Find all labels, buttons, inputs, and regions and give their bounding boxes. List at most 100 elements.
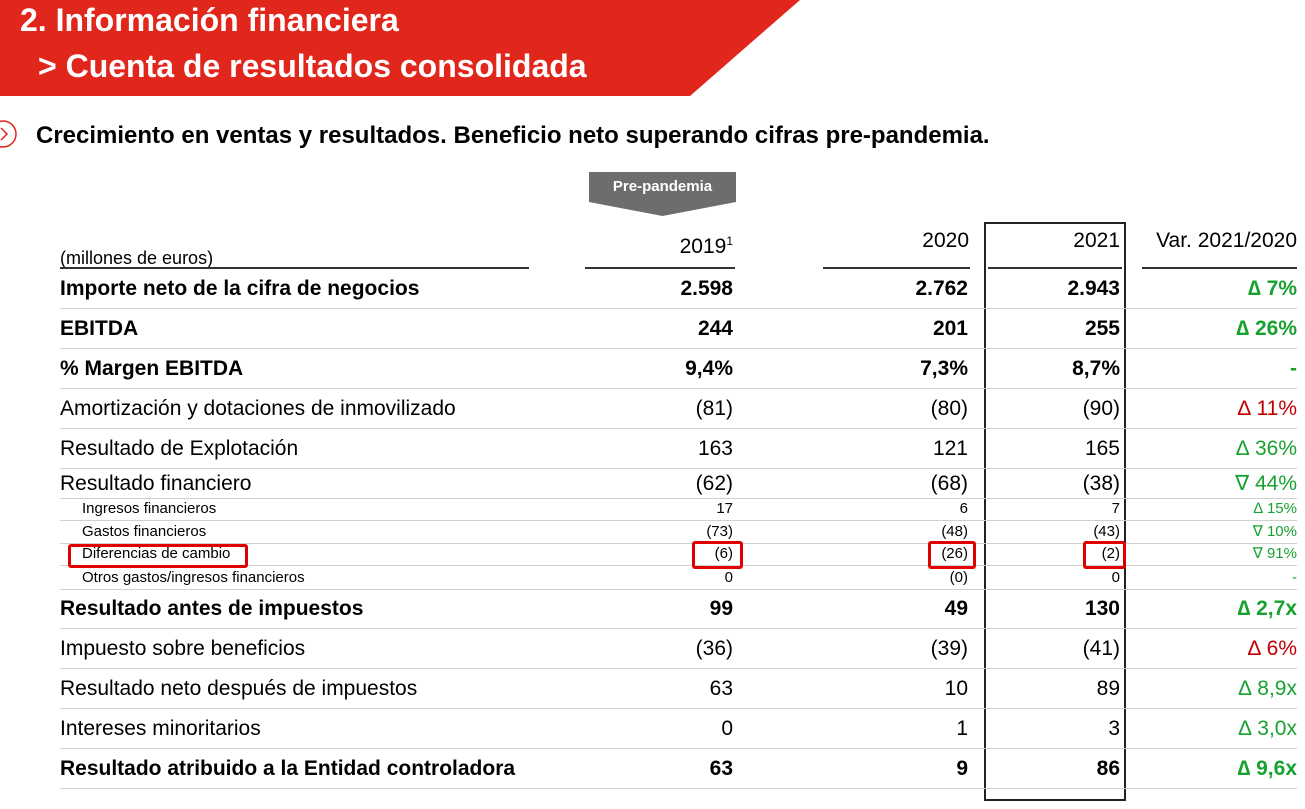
variation-cell: ∆ 7%	[1247, 277, 1297, 300]
row-separator	[60, 498, 1297, 499]
value-cell-2020: 121	[932, 437, 968, 460]
value-cell-2021: 3	[1108, 717, 1120, 740]
value-cell-2019: (6)	[714, 545, 733, 562]
value-cell-2021: (90)	[1082, 397, 1120, 420]
variation-cell: ∆ 8,9x	[1238, 677, 1297, 700]
header-rule	[60, 267, 529, 269]
row-label: Impuesto sobre beneficios	[60, 637, 306, 660]
row-label: Resultado atribuido a la Entidad control…	[60, 757, 516, 780]
value-cell-2019: 63	[709, 677, 733, 700]
row-label: Gastos financieros	[82, 523, 207, 540]
value-cell-2019: 244	[697, 317, 733, 340]
value-cell-2021: (43)	[1093, 523, 1120, 540]
value-cell-2019: 0	[721, 717, 733, 740]
value-cell-2021: 86	[1096, 757, 1120, 780]
row-label: Intereses minoritarios	[60, 717, 261, 740]
header-rule	[988, 267, 1122, 269]
title-banner	[0, 0, 800, 96]
row-separator	[60, 565, 1297, 566]
value-cell-2020: (26)	[941, 545, 968, 562]
value-cell-2021: 8,7%	[1072, 357, 1120, 380]
year-2021-highlight-box	[984, 222, 1126, 801]
value-cell-2019: 17	[716, 500, 733, 517]
row-separator	[60, 748, 1297, 749]
unit-label: (millones de euros)	[60, 248, 214, 268]
section-headline: Crecimiento en ventas y resultados. Bene…	[36, 122, 990, 149]
value-cell-2020: 201	[932, 317, 968, 340]
row-separator	[60, 388, 1297, 389]
row-separator	[60, 428, 1297, 429]
value-cell-2020: 2.762	[915, 277, 968, 300]
value-cell-2020: (80)	[930, 397, 968, 420]
chevron-right-icon	[0, 120, 17, 148]
value-cell-2020: 10	[944, 677, 968, 700]
value-cell-2020: (48)	[941, 523, 968, 540]
value-cell-2020: (68)	[930, 472, 968, 495]
value-cell-2020: (39)	[930, 637, 968, 660]
highlight-box	[1083, 541, 1126, 569]
row-label: Otros gastos/ingresos financieros	[82, 569, 305, 586]
row-separator	[60, 520, 1297, 521]
row-separator	[60, 788, 1297, 789]
value-cell-2019: 163	[697, 437, 733, 460]
value-cell-2019: 99	[709, 597, 733, 620]
variation-cell: ∆ 2,7x	[1237, 597, 1297, 620]
header-rule	[823, 267, 970, 269]
value-cell-2019: 0	[724, 569, 733, 586]
row-label: Resultado financiero	[60, 472, 252, 495]
pre-pandemia-tag	[589, 172, 736, 216]
value-cell-2021: 255	[1084, 317, 1120, 340]
value-cell-2020: (0)	[949, 569, 968, 586]
col-header-2019: 20191	[679, 234, 733, 258]
value-cell-2019: (36)	[695, 637, 733, 660]
variation-cell: ∆ 36%	[1236, 437, 1297, 460]
variation-cell: -	[1292, 569, 1297, 586]
variation-cell: ∆ 6%	[1247, 637, 1297, 660]
value-cell-2019: (62)	[695, 472, 733, 495]
row-separator	[60, 468, 1297, 469]
row-label: Resultado antes de impuestos	[60, 597, 364, 620]
value-cell-2020: 7,3%	[920, 357, 968, 380]
row-label: Resultado de Explotación	[60, 437, 299, 460]
variation-cell: ∆ 15%	[1253, 500, 1297, 517]
row-label: Ingresos financieros	[82, 500, 217, 517]
col-header-2021: 2021	[1073, 229, 1120, 252]
value-cell-2020: 1	[956, 717, 968, 740]
header-rule	[1142, 267, 1297, 269]
row-label: Amortización y dotaciones de inmovilizad…	[60, 397, 456, 420]
pre-pandemia-label: Pre-pandemia	[612, 178, 713, 195]
variation-cell: ∆ 26%	[1236, 317, 1297, 340]
value-cell-2021: (2)	[1101, 545, 1120, 562]
page-subtitle-title: > Cuenta de resultados consolidada	[38, 48, 587, 84]
value-cell-2019: (81)	[695, 397, 733, 420]
value-cell-2020: 6	[959, 500, 968, 517]
row-label: EBITDA	[60, 317, 139, 340]
value-cell-2020: 9	[956, 757, 968, 780]
variation-cell: ∆ 3,0x	[1238, 717, 1297, 740]
value-cell-2021: 0	[1111, 569, 1120, 586]
variation-cell: ∆ 11%	[1237, 397, 1297, 420]
value-cell-2021: 2.943	[1067, 277, 1120, 300]
header-rule	[585, 267, 735, 269]
value-cell-2021: 130	[1084, 597, 1120, 620]
highlight-box	[928, 541, 976, 569]
row-label: Diferencias de cambio	[82, 545, 231, 562]
row-separator	[60, 708, 1297, 709]
value-cell-2021: 165	[1084, 437, 1120, 460]
variation-cell: ∇ 10%	[1252, 523, 1297, 540]
highlight-box	[68, 544, 248, 568]
variation-cell: ∆ 9,6x	[1237, 757, 1297, 780]
value-cell-2019: 63	[709, 757, 733, 780]
row-label: % Margen EBITDA	[60, 357, 244, 380]
row-label: Importe neto de la cifra de negocios	[60, 277, 420, 300]
row-separator	[60, 589, 1297, 590]
value-cell-2019: 2.598	[680, 277, 733, 300]
row-separator	[60, 348, 1297, 349]
variation-cell: ∇ 91%	[1252, 545, 1297, 562]
value-cell-2021: 7	[1111, 500, 1120, 517]
row-label: Resultado neto después de impuestos	[60, 677, 418, 700]
variation-cell: ∇ 44%	[1235, 472, 1297, 495]
highlight-box	[692, 541, 743, 569]
value-cell-2019: (73)	[706, 523, 733, 540]
value-cell-2021: 89	[1096, 677, 1120, 700]
